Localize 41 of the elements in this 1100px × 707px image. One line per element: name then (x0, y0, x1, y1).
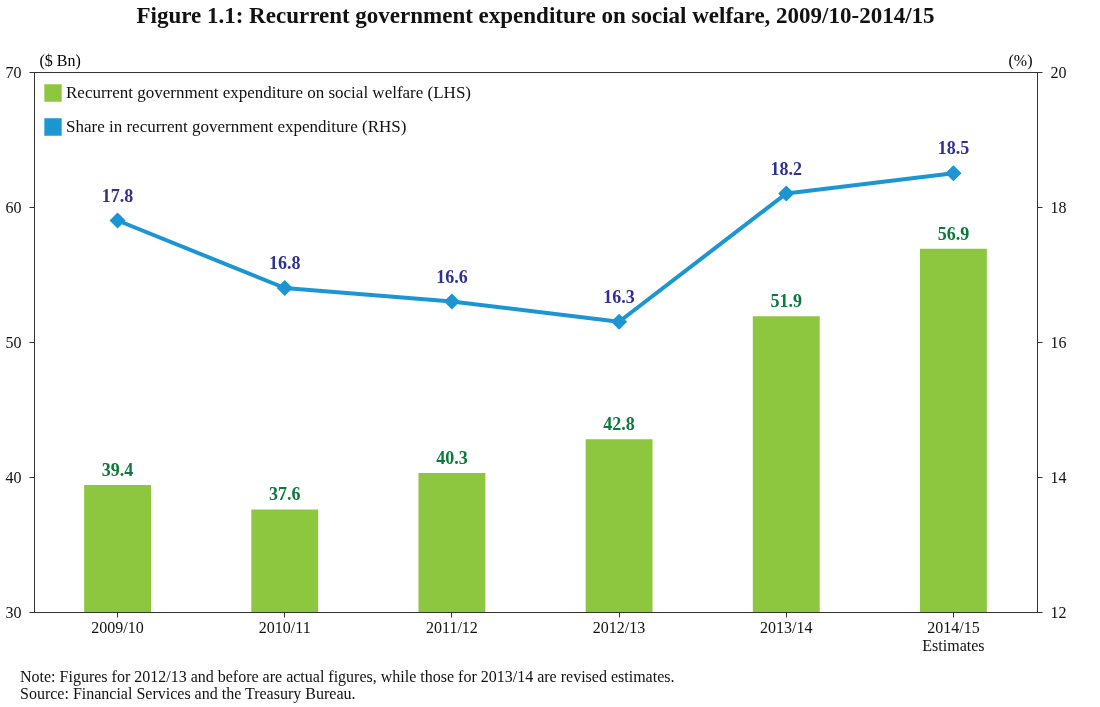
data-label: 18.5 (937, 138, 970, 159)
y2-axis-title: (%) (1008, 51, 1033, 70)
point (611, 313, 628, 330)
y2-tick-label: 14 (1050, 468, 1067, 486)
y2-tick-label: 18 (1050, 198, 1067, 216)
y-tick-label: 60 (5, 198, 22, 216)
x-tick-label: 2012/13 (592, 618, 646, 636)
point (945, 165, 962, 182)
x-tick-label: 2014/15 Estimates (922, 618, 985, 654)
x-tick-label: 2009/10 (91, 618, 144, 636)
legend-label: Share in recurrent government expenditure (RHS) (66, 117, 407, 136)
data-label: 51.9 (770, 291, 802, 312)
x-tick-label: 2013/14 (760, 618, 813, 636)
legend-label: Recurrent government expenditure on social welfare (LHS) (66, 83, 472, 102)
y-tick-label: 40 (5, 468, 22, 486)
y-tick-label: 70 (5, 63, 22, 81)
data-label: 39.4 (101, 460, 134, 481)
data-label: 37.6 (269, 484, 301, 505)
data-label: 16.6 (436, 266, 468, 287)
data-label: 56.9 (937, 223, 970, 244)
point (443, 293, 460, 310)
data-label: 42.8 (603, 414, 635, 435)
point (778, 185, 795, 202)
point (276, 279, 293, 297)
y2-tick-label: 16 (1050, 333, 1067, 351)
x-tick-label: 2010/11 (258, 618, 311, 636)
point (109, 212, 126, 229)
chart-title: Figure 1.1: Recurrent government expenditure on social welfare, 2009/10-2014/15 (136, 3, 935, 28)
y-axis-title: ($ Bn) (39, 51, 81, 70)
y2-tick-label: 12 (1050, 603, 1067, 621)
data-label: 40.3 (436, 447, 468, 468)
data-label: 16.8 (269, 253, 301, 273)
y2-tick-label: 20 (1050, 63, 1067, 81)
y-tick-label: 30 (5, 603, 22, 621)
data-label: 18.2 (770, 158, 802, 179)
y-tick-label: 50 (5, 333, 22, 351)
text: Note: Figures for 2012/13 and before are actual figures, while those for 2013/14 are revised estimates. (20, 668, 675, 685)
data-label: 16.3 (603, 286, 635, 307)
x-tick-label: 2011/12 (425, 618, 478, 636)
data-label: 17.8 (101, 185, 134, 206)
source-note: Source: Financial Services and the Treasury Bureau. (20, 685, 356, 702)
